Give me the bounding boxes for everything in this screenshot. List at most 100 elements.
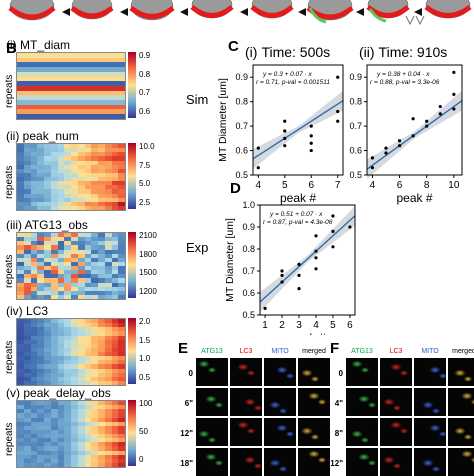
heatmap-cell <box>111 429 119 434</box>
heatmap-cell <box>118 148 125 153</box>
heatmap-cell <box>111 413 119 418</box>
heatmap-cell <box>71 245 78 250</box>
heatmap-cell <box>50 438 58 443</box>
heatmap-cell <box>44 401 51 406</box>
heatmap-cell <box>118 185 125 190</box>
heatmap-cell <box>50 168 58 173</box>
heatmap-cell <box>30 181 38 186</box>
heatmap-cell <box>37 454 44 459</box>
heatmap-cell <box>57 352 65 357</box>
heatmap-cell <box>50 335 58 340</box>
heatmap-cell <box>104 144 112 149</box>
heatmap-cell <box>37 270 44 275</box>
heatmap-cell <box>98 405 105 410</box>
data-point <box>384 146 388 150</box>
heatmap-cell <box>104 421 112 426</box>
heatmap-cell <box>17 104 125 110</box>
heatmap-cell <box>77 282 85 287</box>
heatmap-cell <box>64 233 71 238</box>
heatmap-cell <box>50 278 58 283</box>
heatmap-cell <box>23 148 31 153</box>
heatmap-cell <box>77 409 85 414</box>
heatmap-cell <box>98 364 105 369</box>
heatmap-cell <box>77 172 85 177</box>
heatmap-cell <box>30 327 38 332</box>
heatmap-cell <box>98 172 105 177</box>
heatmap-cell <box>50 290 58 295</box>
heatmap-cell <box>57 417 65 422</box>
heatmap-cell <box>84 193 92 198</box>
heatmap-cell <box>104 458 112 463</box>
colorbar-tick: 0.7 <box>139 88 151 98</box>
heatmap-cell <box>118 417 125 422</box>
heatmap-cell <box>17 417 24 422</box>
heatmap-cell <box>57 144 65 149</box>
heatmap-cell <box>77 144 85 149</box>
heatmap-cell <box>98 438 105 443</box>
heatmap-cell <box>30 237 38 242</box>
heatmap-cell <box>30 409 38 414</box>
heatmap-cell <box>37 181 44 186</box>
microscopy-frame <box>448 358 474 386</box>
heatmap-cell <box>91 185 98 190</box>
heatmap-cell <box>57 319 65 324</box>
microscopy-frame <box>346 388 378 416</box>
heatmap-cell <box>77 274 85 279</box>
heatmap-cell <box>17 429 24 434</box>
colorbar-tick: 0.8 <box>139 69 151 79</box>
heatmap-cell <box>91 405 98 410</box>
colorbar-tick: 50 <box>139 427 148 436</box>
heatmap-cell <box>98 352 105 357</box>
heatmap-cell <box>77 257 85 262</box>
heatmap-cell <box>37 421 44 426</box>
microscopy-frame <box>264 448 296 476</box>
heatmap-cell <box>44 282 51 287</box>
heatmap-cell <box>44 201 51 206</box>
heatmap-cell <box>37 343 44 348</box>
fit-equation: y = 0.51 + 0.07 · x <box>269 211 323 218</box>
heatmap-cell <box>44 421 51 426</box>
heatmap-cell <box>98 323 105 328</box>
heatmap-cell <box>64 409 71 414</box>
heatmap-cell <box>104 368 112 373</box>
heatmap-cell <box>77 156 85 161</box>
heatmap-colorbar <box>128 143 136 209</box>
heatmap-cell <box>50 429 58 434</box>
heatmap-cell <box>30 189 38 194</box>
heatmap-cell <box>64 294 71 299</box>
heatmap-cell <box>37 261 44 266</box>
heatmap-cell <box>71 339 78 344</box>
heatmap-cell <box>37 368 44 373</box>
heatmap-cell <box>77 189 85 194</box>
heatmap-cell <box>98 442 105 447</box>
heatmap-cell <box>37 294 44 299</box>
heatmap-cell <box>91 144 98 149</box>
heatmap-cell <box>57 335 65 340</box>
heatmap-cell <box>118 278 125 283</box>
heatmap-cell <box>104 148 112 153</box>
channel-header: merged <box>302 348 326 355</box>
heatmap-cell <box>71 278 78 283</box>
fit-line <box>259 215 356 303</box>
heatmap-cell <box>17 144 24 149</box>
heatmap-cell <box>104 249 112 254</box>
heatmap-cell <box>98 327 105 332</box>
heatmap-cell <box>104 189 112 194</box>
heatmap-cell <box>98 241 105 246</box>
heatmap-cell <box>37 286 44 291</box>
data-point <box>283 136 287 140</box>
colorbar-tick: 2.5 <box>139 198 151 207</box>
heatmap-cell <box>50 409 58 414</box>
heatmap-cell <box>44 417 51 422</box>
colorbar-tick: 0.6 <box>139 107 151 116</box>
heatmap-cell <box>111 421 119 426</box>
heatmap-cell <box>77 327 85 332</box>
heatmap-cell <box>77 185 85 190</box>
heatmap-cell <box>111 148 119 153</box>
heatmap-cell <box>57 405 65 410</box>
x-tick-label: 3 <box>296 320 302 331</box>
x-tick-label: 6 <box>397 180 403 191</box>
heatmap-cell <box>37 148 44 153</box>
heatmap-cell <box>91 205 98 210</box>
plot-frame <box>252 64 344 176</box>
